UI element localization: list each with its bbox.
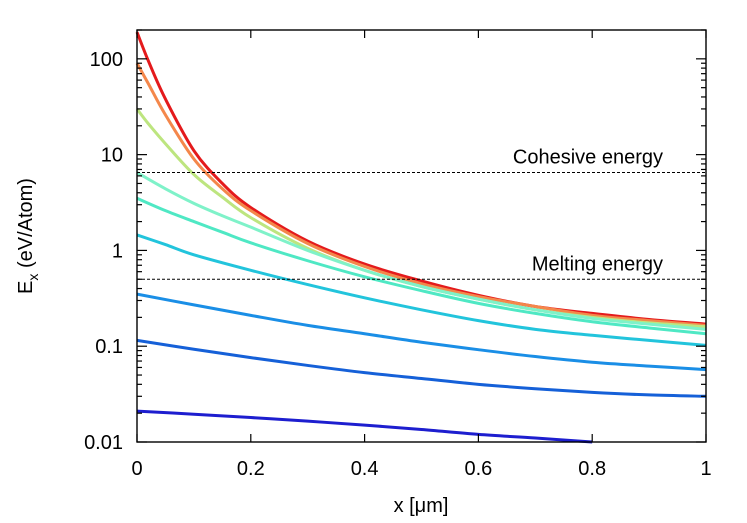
y-axis-label-sub: x	[25, 274, 41, 281]
x-tick-label: 1	[700, 458, 711, 480]
series-line-3	[135, 108, 707, 329]
y-tick-label: 100	[90, 49, 123, 71]
y-axis-label-rest: (eV/Atom)	[15, 178, 37, 274]
series-line-9	[136, 409, 593, 444]
series-line-2	[135, 62, 707, 327]
axis-ticks	[136, 29, 707, 443]
series-line-5	[136, 196, 707, 336]
series-line-8	[136, 338, 707, 398]
x-tick-label: 0.6	[464, 458, 492, 480]
x-tick-label: 0.8	[578, 458, 606, 480]
annotations: Cohesive energy Melting energy	[513, 147, 663, 276]
y-tick-label: 10	[101, 145, 123, 167]
cohesive-energy-label: Cohesive energy	[513, 147, 663, 169]
series-line-4	[136, 171, 707, 331]
x-tick-label: 0.4	[351, 458, 379, 480]
series-line-7	[136, 292, 707, 372]
y-tick-label: 1	[112, 240, 123, 262]
y-tick-label: 0.1	[95, 336, 123, 358]
melting-energy-label: Melting energy	[532, 253, 663, 275]
x-tick-label: 0	[131, 458, 142, 480]
plot-frame	[136, 29, 707, 443]
series-curves	[135, 31, 707, 444]
y-axis-label: Ex (eV/Atom)	[15, 178, 41, 294]
y-tick-label: 0.01	[84, 432, 123, 454]
series-line-1	[135, 31, 707, 326]
series-line-6	[136, 233, 707, 347]
x-tick-label: 0.2	[237, 458, 265, 480]
x-axis-label: x [μm]	[394, 495, 449, 517]
y-axis-label-main: E	[15, 281, 37, 294]
tick-labels: 0 0.2 0.4 0.6 0.8 1 0.01 0.1 1 10 100	[84, 49, 712, 480]
